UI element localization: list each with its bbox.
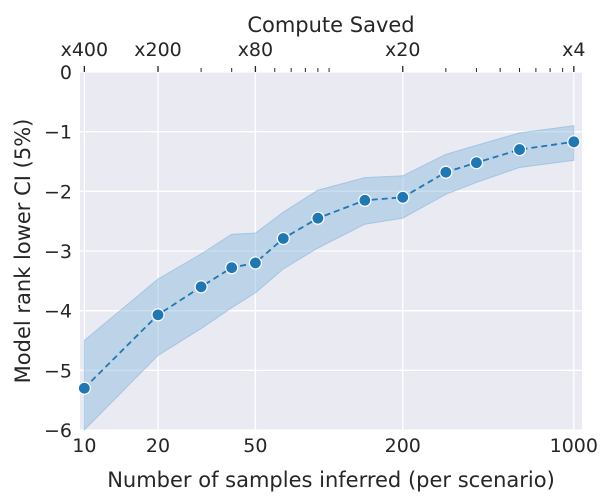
top-tick-label: x80 <box>238 39 273 61</box>
data-point <box>77 381 91 395</box>
y-axis-title: Model rank lower CI (5%) <box>11 119 35 384</box>
data-point <box>512 142 527 157</box>
y-tick-label: −6 <box>44 420 72 442</box>
data-point <box>225 261 239 275</box>
data-point <box>396 190 410 204</box>
data-point <box>439 165 453 179</box>
data-point <box>276 231 290 246</box>
minor-ticks <box>83 66 575 72</box>
data-point <box>311 211 325 225</box>
chart-title: Compute Saved <box>247 13 414 37</box>
y-tick-label: −2 <box>44 181 72 203</box>
x-tick-label: 200 <box>385 435 421 457</box>
data-point <box>567 135 581 149</box>
y-tick-label: −5 <box>44 360 72 382</box>
x-tick-label: 1000 <box>550 435 598 457</box>
y-tick-label: −3 <box>44 241 72 263</box>
x-tick-label: 50 <box>243 435 267 457</box>
top-tick-labels: x400 x200 x80 x20 x4 <box>61 39 586 61</box>
top-tick-label: x4 <box>562 39 585 61</box>
data-points <box>77 135 581 395</box>
top-tick-label: x400 <box>61 39 109 61</box>
y-tick-labels: 0 −1 −2 −3 −4 −5 −6 <box>44 62 72 442</box>
x-axis-title: Number of samples inferred (per scenario… <box>107 468 555 492</box>
confidence-band <box>83 125 575 432</box>
x-tick-label: 10 <box>72 435 96 457</box>
x-tick-labels: 10 20 50 200 1000 <box>72 435 598 457</box>
y-tick-label: −1 <box>44 122 72 144</box>
x-tick-label: 20 <box>146 435 170 457</box>
top-tick-label: x20 <box>385 39 420 61</box>
data-point <box>194 280 208 294</box>
y-tick-label: −4 <box>44 301 72 323</box>
y-tick-label: 0 <box>60 62 72 84</box>
data-point <box>248 256 263 270</box>
grid <box>80 71 582 431</box>
top-tick-label: x200 <box>134 39 182 61</box>
data-point <box>151 308 165 322</box>
data-point <box>358 193 372 207</box>
data-point <box>469 156 484 170</box>
